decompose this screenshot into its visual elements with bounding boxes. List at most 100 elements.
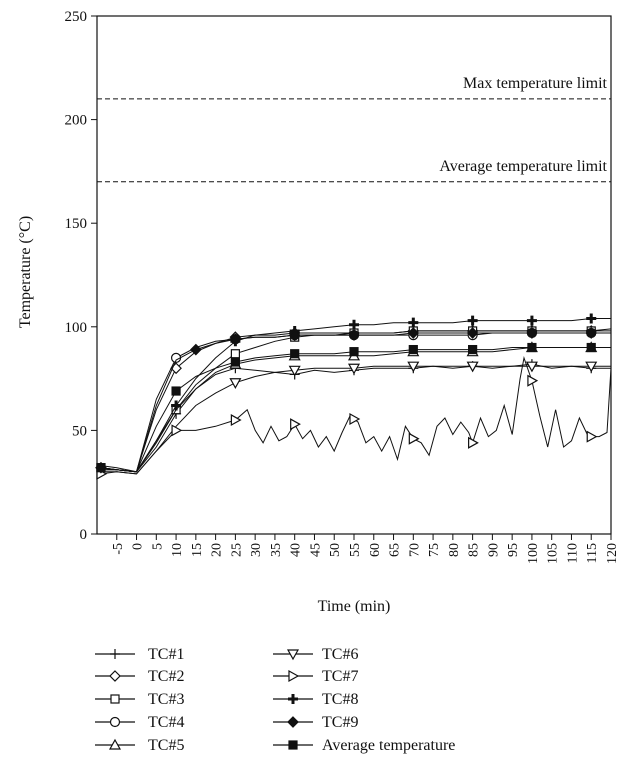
x-tick-label: 60 (368, 543, 383, 557)
x-tick-label: 105 (546, 543, 561, 564)
marker-shape (407, 361, 420, 373)
series-tc-9 (95, 327, 611, 474)
marker-shape (468, 344, 478, 355)
marker-shape (468, 436, 479, 449)
y-tick-label: 150 (65, 216, 88, 232)
legend-label: TC#9 (322, 714, 358, 731)
legend-label: TC#8 (322, 691, 358, 708)
x-tick-label: 90 (486, 543, 501, 557)
marker (110, 694, 120, 704)
legend-item: Average temperature (273, 737, 455, 754)
x-tick-label: 40 (289, 543, 304, 557)
marker (110, 649, 120, 659)
marker-shape (347, 363, 361, 375)
marker-shape (290, 349, 300, 359)
marker-shape (286, 649, 300, 661)
marker (109, 670, 121, 682)
reference-line-label: Average temperature limit (439, 158, 607, 175)
marker (349, 412, 361, 426)
x-tick-label: 55 (348, 543, 363, 557)
x-tick-label: 50 (328, 543, 343, 557)
legend-item: TC#2 (95, 668, 184, 685)
plot-area: Max temperature limit Average temperature… (95, 75, 612, 480)
x-tick-label: 10 (170, 543, 185, 557)
marker (526, 327, 538, 339)
x-tick-label: 115 (585, 543, 600, 563)
marker-shape (230, 349, 240, 359)
y-tick-label: 200 (65, 113, 88, 129)
legend-label: TC#7 (322, 668, 358, 685)
x-tick-label: 30 (249, 543, 264, 557)
marker-shape (171, 400, 182, 411)
marker (189, 343, 202, 356)
x-tick-label: 85 (467, 543, 482, 557)
marker-shape (108, 738, 122, 750)
legend-item: TC#1 (95, 646, 184, 663)
legend-item: TC#4 (95, 714, 184, 731)
marker-shape (467, 315, 478, 326)
legend-label: TC#3 (148, 691, 184, 708)
marker (288, 740, 298, 750)
marker-shape (109, 670, 121, 682)
marker-shape (288, 669, 300, 683)
marker-shape (171, 424, 183, 437)
marker (347, 363, 361, 375)
y-axis-title: Temperature (°C) (17, 216, 34, 328)
marker (171, 400, 182, 411)
marker (525, 361, 538, 373)
marker (348, 329, 360, 341)
marker-shape (288, 740, 298, 750)
marker (171, 424, 183, 437)
legend-label: Average temperature (322, 737, 455, 754)
legend-label: TC#2 (148, 668, 184, 685)
x-tick-label: -5 (111, 543, 126, 555)
marker (467, 315, 478, 326)
marker (229, 333, 242, 346)
x-tick-label: 110 (565, 543, 580, 563)
marker-shape (408, 344, 418, 355)
x-tick-label: 80 (447, 543, 462, 557)
x-tick-label: 5 (150, 543, 165, 550)
y-tick-label: 100 (65, 320, 88, 336)
marker-shape (288, 694, 298, 704)
marker (288, 329, 301, 341)
marker-shape (189, 343, 202, 356)
y-tick-label: 250 (65, 9, 88, 25)
legend-item: TC#9 (273, 714, 358, 731)
marker (349, 347, 359, 357)
series-tc-7 (96, 355, 612, 480)
marker-shape (466, 327, 479, 339)
marker (96, 463, 106, 473)
marker (408, 432, 420, 445)
marker (287, 716, 299, 728)
marker (108, 738, 122, 750)
marker (585, 327, 598, 339)
legend-item: TC#3 (95, 691, 184, 708)
marker-shape (287, 716, 299, 728)
legend-item: TC#5 (95, 737, 184, 754)
marker (286, 649, 300, 661)
marker (229, 378, 242, 389)
marker-shape (110, 694, 120, 704)
marker (468, 436, 479, 449)
legend-label: TC#1 (148, 646, 184, 663)
marker (526, 315, 537, 326)
marker (586, 342, 596, 353)
x-tick-label: 25 (229, 543, 244, 557)
marker-shape (288, 365, 301, 377)
marker-shape (109, 716, 121, 728)
legend-item: TC#7 (273, 668, 358, 685)
marker-shape (527, 342, 537, 353)
x-tick-label: 15 (190, 543, 205, 557)
marker-shape (288, 329, 301, 341)
marker (527, 342, 537, 353)
legend-label: TC#6 (322, 646, 358, 663)
x-tick-label: 100 (526, 543, 541, 564)
marker (290, 418, 301, 431)
marker (290, 349, 300, 359)
x-tick-label: 75 (427, 543, 442, 557)
marker (171, 386, 181, 396)
marker (586, 430, 598, 443)
marker (407, 327, 420, 339)
marker (349, 319, 359, 330)
